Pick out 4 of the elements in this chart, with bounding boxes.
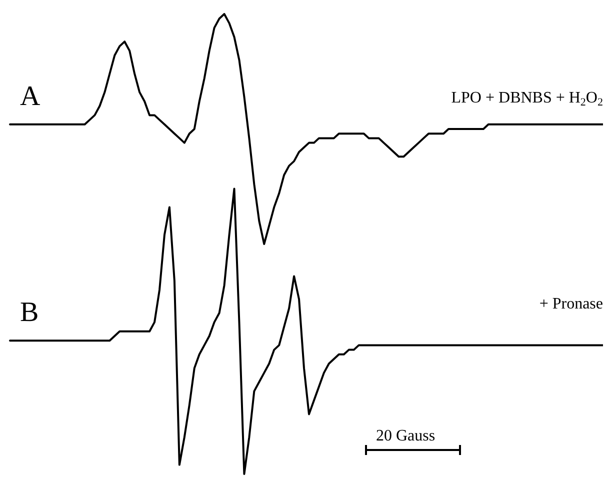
annotation: + Pronase xyxy=(539,296,604,312)
series-label: A xyxy=(20,80,41,112)
series-label: B xyxy=(20,297,39,328)
annotation: 20 Gauss xyxy=(376,428,436,444)
